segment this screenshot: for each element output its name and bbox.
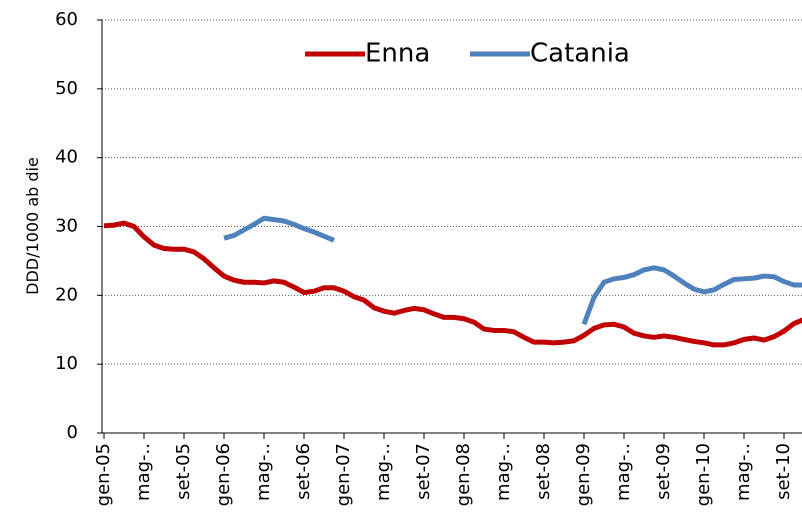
y-tick-label: 10: [55, 353, 78, 374]
legend-label: Catania: [530, 39, 630, 69]
x-tick-label: gen-06: [213, 443, 234, 506]
x-tick-label: gen-08: [453, 443, 474, 506]
series-line: [103, 220, 802, 348]
x-tick-label: gen-10: [693, 443, 714, 506]
y-tick-label: 0: [67, 422, 78, 443]
x-tick-label: mag-..: [373, 443, 394, 501]
x-tick-label: gen-07: [333, 443, 354, 506]
x-tick-label: mag-..: [253, 443, 274, 501]
x-tick-label: set-10: [773, 443, 794, 500]
y-tick-label: 60: [55, 9, 78, 30]
x-tick-label: gen-09: [573, 443, 594, 506]
x-tick-label: set-05: [173, 443, 194, 500]
legend-label: Enna: [365, 39, 430, 69]
x-tick-label: mag-..: [733, 443, 754, 501]
y-axis-label: DDD/1000 ab die: [23, 157, 42, 295]
y-tick-label: 50: [55, 78, 78, 99]
y-tick-label: 20: [55, 284, 78, 305]
x-tick-label: mag-..: [133, 443, 154, 501]
y-tick-label: 30: [55, 216, 78, 237]
x-tick-label: mag-..: [493, 443, 514, 501]
x-tick-label: set-06: [293, 443, 314, 500]
x-tick-label: set-08: [533, 443, 554, 500]
x-tick-label: gen-05: [93, 443, 114, 506]
x-tick-label: set-09: [653, 443, 674, 500]
y-tick-label: 40: [55, 147, 78, 168]
x-tick-label: set-07: [413, 443, 434, 500]
series-line: [223, 215, 802, 326]
x-tick-label: mag-..: [613, 443, 634, 501]
